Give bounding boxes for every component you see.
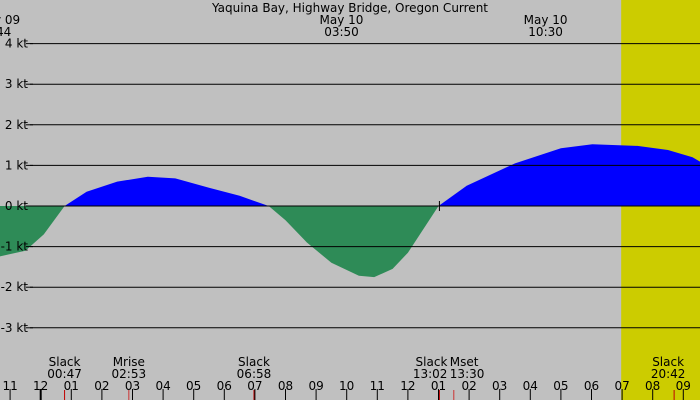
top-time-label: 10:30 [528,25,563,39]
event-name-label: Slack [416,355,448,369]
x-tick-label: 04 [523,379,538,393]
x-tick-label: 12 [400,379,415,393]
x-tick-label: 03 [492,379,507,393]
x-tick-label: 05 [186,379,201,393]
event-time-label: 13:02 [413,367,448,381]
top-date-label: May 10 [320,13,364,27]
x-tick-label: 03 [125,379,140,393]
event-time-label: 20:42 [651,367,686,381]
ebb-current-area [268,206,439,278]
event-name-label: Mset [450,355,479,369]
y-tick-label: -2 kt [1,280,29,294]
event-time-label: 13:30 [450,367,485,381]
chart-title: Yaquina Bay, Highway Bridge, Oregon Curr… [211,1,488,15]
y-tick-label: 3 kt [5,77,28,91]
x-tick-label: 07 [247,379,262,393]
event-name-label: Slack [238,355,270,369]
top-time-label: 44 [0,25,11,39]
event-time-label: 00:47 [47,367,82,381]
event-name-label: Mrise [113,355,145,369]
flood-current-area [438,144,700,206]
event-time-label: 06:58 [237,367,272,381]
y-tick-label: 0 kt [5,199,28,213]
x-tick-label: 10 [339,379,354,393]
x-tick-label: 06 [584,379,599,393]
x-tick-label: 05 [553,379,568,393]
top-time-label: 03:50 [324,25,359,39]
x-tick-label: 09 [308,379,323,393]
x-tick-label: 02 [94,379,109,393]
x-tick-label: 01 [431,379,446,393]
y-tick-label: 1 kt [5,158,28,172]
y-tick-label: -1 kt [1,240,29,254]
flood-current-area [64,176,269,206]
x-tick-label: 09 [676,379,691,393]
event-name-label: Slack [652,355,684,369]
x-tick-label: 07 [614,379,629,393]
x-tick-label: 08 [278,379,293,393]
x-tick-label: 06 [217,379,232,393]
event-name-label: Slack [49,355,81,369]
x-tick-label: 02 [461,379,476,393]
ebb-current-area [0,206,65,257]
x-tick-label: 08 [645,379,660,393]
x-tick-label: 11 [370,379,385,393]
x-tick-label: 12 [33,379,48,393]
event-time-label: 02:53 [112,367,147,381]
y-tick-label: 4 kt [5,37,28,51]
y-tick-label: -3 kt [1,321,29,335]
x-tick-label: 04 [155,379,170,393]
top-date-label: May 10 [524,13,568,27]
top-date-label: v 09 [0,13,20,27]
x-tick-label: 01 [64,379,79,393]
x-tick-label: 11 [2,379,17,393]
y-tick-label: 2 kt [5,118,28,132]
